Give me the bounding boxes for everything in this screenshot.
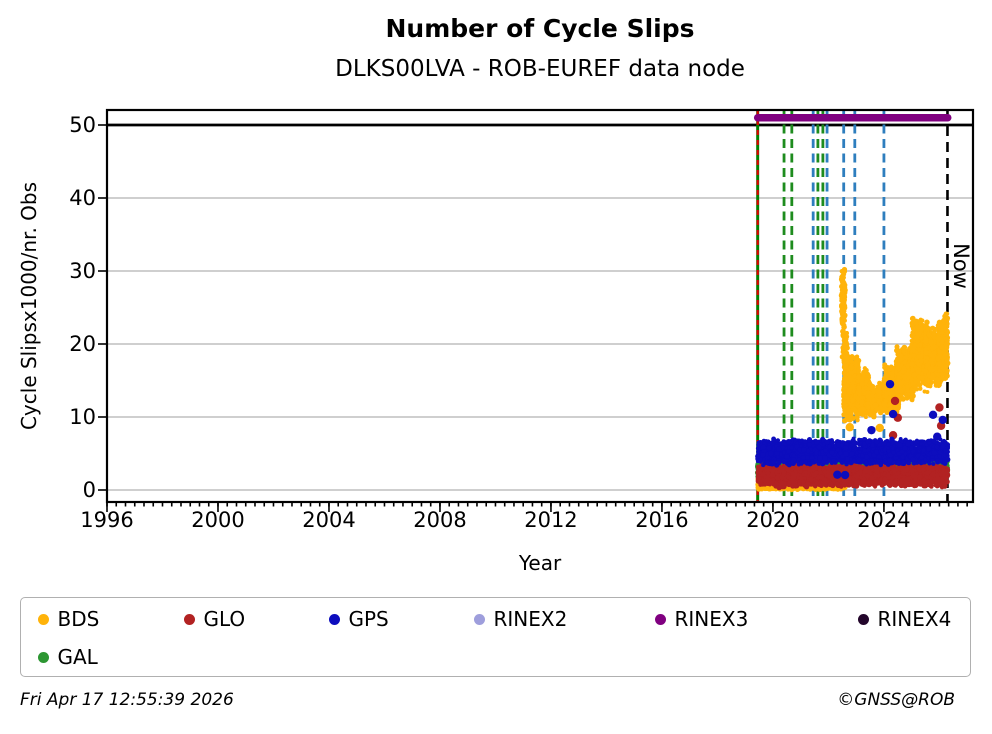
- page-title: Number of Cycle Slips: [385, 14, 695, 43]
- bds-marker-icon: [37, 613, 49, 625]
- y-tick-label: 10: [69, 404, 96, 429]
- y-axis-label: Cycle Slipsx1000/nr. Obs: [17, 181, 41, 431]
- x-tick-label: 1996: [80, 508, 134, 532]
- legend-label: GPS: [348, 607, 389, 631]
- legend-item-rinex2: RINEX2: [473, 606, 568, 632]
- y-tick-label: 40: [69, 186, 96, 210]
- y-tick-label: 30: [69, 259, 96, 283]
- x-tick-label: 2024: [857, 508, 911, 532]
- legend-label: BDS: [57, 607, 100, 631]
- legend-item-gal: GAL: [37, 644, 98, 670]
- gal-marker-icon: [37, 651, 49, 663]
- legend-label: RINEX3: [674, 607, 749, 631]
- x-tick-label: 2016: [635, 508, 689, 532]
- legend-label: RINEX2: [493, 607, 568, 631]
- rinex3-marker-icon: [654, 613, 666, 625]
- legend-label: GAL: [57, 645, 98, 669]
- legend-item-rinex4: RINEX4: [857, 606, 952, 632]
- legend-item-glo: GLO: [183, 606, 246, 632]
- legend-item-gps: GPS: [328, 606, 389, 632]
- legend-label: GLO: [203, 607, 246, 631]
- y-tick-label: 50: [69, 113, 96, 137]
- x-tick-label: 2012: [524, 508, 578, 532]
- y-tick-label: 0: [82, 477, 96, 502]
- x-axis-label: Year: [518, 551, 562, 575]
- rinex2-marker-icon: [473, 613, 485, 625]
- now-label: Now: [949, 243, 973, 289]
- timestamp: Fri Apr 17 12:55:39 2026: [20, 690, 234, 710]
- gps-marker-icon: [328, 613, 340, 625]
- x-tick-label: 2000: [191, 508, 245, 532]
- chart-subtitle: DLKS00LVA - ROB-EUREF data node: [335, 56, 745, 82]
- legend-label: RINEX4: [877, 607, 952, 631]
- legend-item-rinex3: RINEX3: [654, 606, 749, 632]
- credit: ©GNSS@ROB: [837, 690, 955, 710]
- legend: BDS GLO GPS RINEX2 RINEX3 RINEX4 GAL: [20, 597, 971, 677]
- x-tick-label: 2004: [302, 508, 356, 532]
- y-tick-label: 20: [69, 331, 96, 356]
- rinex4-marker-icon: [857, 613, 869, 625]
- x-tick-label: 2020: [746, 508, 800, 532]
- glo-marker-icon: [183, 613, 195, 625]
- x-tick-label: 2008: [413, 508, 467, 532]
- legend-item-bds: BDS: [37, 606, 100, 632]
